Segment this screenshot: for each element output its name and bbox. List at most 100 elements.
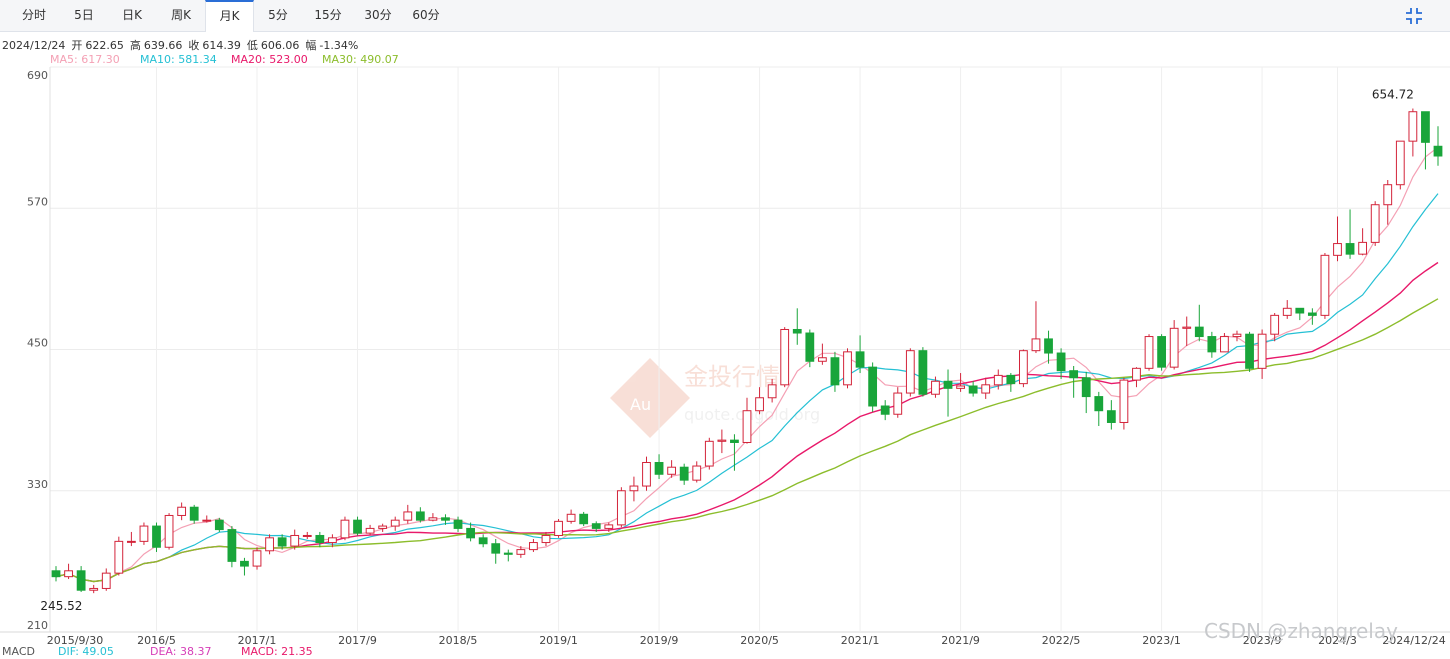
candle-body bbox=[805, 332, 815, 362]
candle-body bbox=[905, 350, 915, 394]
candle-body bbox=[365, 527, 375, 534]
tab-intraday[interactable]: 分时 bbox=[21, 8, 46, 22]
candle-body bbox=[516, 549, 526, 555]
candle-body bbox=[252, 550, 262, 567]
candle-body bbox=[114, 540, 124, 574]
candle-body bbox=[277, 537, 287, 547]
candle-body bbox=[491, 543, 501, 554]
candle-body bbox=[240, 560, 249, 567]
candle-body bbox=[830, 357, 840, 386]
expand-arrows-icon[interactable] bbox=[1404, 6, 1424, 26]
high-label: 高 bbox=[129, 39, 141, 52]
candle-body bbox=[767, 384, 777, 399]
candle-body bbox=[642, 462, 651, 487]
candle-body bbox=[1094, 396, 1104, 412]
candle-body bbox=[717, 439, 727, 442]
candle-body bbox=[931, 380, 940, 395]
x-tick-label: 2023/1 bbox=[1142, 634, 1181, 647]
y-tick-label: 330 bbox=[27, 478, 48, 491]
tab-5-day[interactable]: 5日 bbox=[74, 8, 94, 22]
candle-body bbox=[817, 357, 827, 362]
candle-body bbox=[1056, 352, 1066, 372]
candle-body bbox=[441, 517, 450, 521]
candle-body bbox=[679, 466, 689, 481]
tab-60-min[interactable]: 60分 bbox=[412, 8, 440, 22]
tab-15-min[interactable]: 15分 bbox=[314, 8, 342, 22]
ma10-line bbox=[55, 193, 1439, 583]
candle-body bbox=[428, 517, 438, 521]
candle-body bbox=[1358, 241, 1368, 255]
candle-body bbox=[1031, 338, 1041, 352]
candle-body bbox=[51, 570, 61, 578]
candle-body bbox=[704, 440, 714, 467]
candle-body bbox=[968, 385, 978, 394]
quote-info-row: 2024/12/24 开 622.65 高 639.66 收 614.39 低 606.06 幅 -… bbox=[2, 37, 364, 53]
candle-body bbox=[177, 506, 187, 516]
candle-body bbox=[152, 525, 161, 548]
candle-body bbox=[315, 534, 325, 544]
candle-body bbox=[554, 520, 563, 536]
candle-body bbox=[139, 525, 149, 542]
candle-body bbox=[1169, 327, 1179, 368]
candle-body bbox=[529, 542, 538, 551]
tab-daily-k[interactable]: 日K bbox=[122, 8, 142, 22]
y-tick-label: 210 bbox=[27, 619, 48, 632]
candle-body bbox=[742, 410, 752, 443]
candle-body bbox=[466, 527, 475, 539]
candle-body bbox=[227, 529, 237, 562]
x-tick-label: 2017/9 bbox=[338, 634, 377, 647]
candle-body bbox=[101, 572, 111, 589]
candle-body bbox=[1019, 350, 1028, 385]
ma20-legend: MA20: 523.00 bbox=[231, 53, 308, 66]
tab-5-min[interactable]: 5分 bbox=[268, 8, 288, 22]
candle-body bbox=[1232, 333, 1242, 338]
high-value: 639.66 bbox=[143, 39, 183, 52]
candle-body bbox=[855, 351, 865, 368]
x-tick-label: 2017/1 bbox=[238, 634, 277, 647]
candle-body bbox=[1132, 367, 1141, 381]
macd-title: MACD bbox=[2, 645, 35, 658]
candle-body bbox=[1182, 326, 1192, 329]
ma30-line bbox=[55, 298, 1439, 583]
x-tick-label: 2022/5 bbox=[1042, 634, 1081, 647]
candle-body bbox=[566, 513, 576, 522]
candle-body bbox=[290, 534, 300, 547]
x-tick-label: 2020/5 bbox=[740, 634, 779, 647]
candle-body bbox=[579, 513, 589, 525]
candle-body bbox=[792, 328, 802, 334]
candle-body bbox=[591, 523, 601, 529]
candle-body bbox=[943, 380, 953, 389]
tab-weekly-k[interactable]: 周K bbox=[171, 8, 191, 22]
x-tick-label: 2019/9 bbox=[640, 634, 679, 647]
y-tick-label: 690 bbox=[27, 69, 48, 82]
candle-body bbox=[328, 537, 337, 544]
y-tick-label: 450 bbox=[27, 337, 48, 350]
csdn-watermark: CSDN @zhangrelay bbox=[1204, 619, 1398, 643]
candle-body bbox=[403, 511, 413, 521]
candle-body bbox=[1157, 336, 1166, 368]
candle-body bbox=[415, 511, 425, 521]
candle-body bbox=[1044, 338, 1053, 354]
quote-date: 2024/12/24 bbox=[2, 39, 66, 52]
period-tab-bar: 分时 5日 日K 周K 月K 5分 15分 30分 60分 bbox=[0, 0, 1450, 32]
candle-body bbox=[1069, 370, 1079, 379]
change-value: -1.34% bbox=[319, 39, 359, 52]
candle-body bbox=[340, 519, 350, 539]
low-value: 606.06 bbox=[260, 39, 300, 52]
candle-body bbox=[1119, 379, 1129, 423]
candle-body bbox=[164, 514, 174, 548]
candle-body bbox=[880, 405, 890, 415]
candle-body bbox=[1245, 333, 1254, 369]
candle-body bbox=[1194, 326, 1204, 338]
candle-body bbox=[189, 506, 199, 521]
candle-body bbox=[1106, 410, 1116, 423]
y-tick-label: 570 bbox=[27, 195, 48, 208]
tab-30-min[interactable]: 30分 bbox=[364, 8, 392, 22]
tab-monthly-k[interactable]: 月K bbox=[205, 0, 254, 32]
candle-body bbox=[1408, 111, 1418, 142]
candle-body bbox=[956, 385, 965, 389]
watermark-url: quote.cngold.org bbox=[684, 405, 820, 424]
candle-body bbox=[503, 552, 513, 555]
candle-body bbox=[843, 351, 852, 386]
